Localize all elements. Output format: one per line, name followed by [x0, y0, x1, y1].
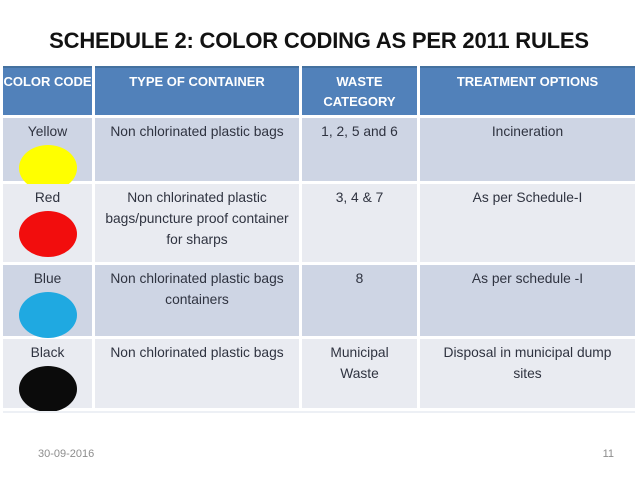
table-cell-treatment: As per schedule -I	[420, 265, 635, 336]
color-name-label: Yellow	[27, 124, 68, 139]
yellow-swatch	[18, 144, 77, 191]
table-row-red-color-cell: Red	[3, 184, 92, 262]
table-cell-container: Non chlorinated plastic bags	[95, 339, 299, 408]
table-cell-container: Non chlorinated plastic bags/puncture pr…	[95, 184, 299, 262]
table-bottom-edge	[3, 411, 635, 413]
red-swatch	[18, 210, 77, 257]
table-cell-container: Non chlorinated plastic bags containers	[95, 265, 299, 336]
column-header-type-of-container: TYPE OF CONTAINER	[95, 66, 299, 115]
table-cell-treatment: As per Schedule-I	[420, 184, 635, 262]
table-cell-waste-category: 1, 2, 5 and 6	[302, 118, 417, 181]
table-row-yellow-color-cell: Yellow	[3, 118, 92, 191]
black-swatch	[18, 365, 77, 412]
table-row-black-color-cell: Black	[3, 339, 92, 412]
column-header-treatment-options: TREATMENT OPTIONS	[420, 66, 635, 115]
column-header-waste-category: WASTE CATEGORY	[302, 66, 417, 115]
table-cell-waste-category: 8	[302, 265, 417, 336]
table-cell-treatment: Disposal in municipal dump sites	[420, 339, 635, 408]
color-name-label: Black	[30, 345, 65, 360]
table-cell-waste-category: Municipal Waste	[302, 339, 417, 408]
table-cell-container: Non chlorinated plastic bags	[95, 118, 299, 181]
slide-title: SCHEDULE 2: COLOR CODING AS PER 2011 RUL…	[49, 28, 589, 53]
table-cell-treatment: Incineration	[420, 118, 635, 181]
color-name-label: Blue	[33, 271, 62, 286]
table-row-blue-color-cell: Blue	[3, 265, 92, 338]
column-header-color-code: COLOR CODE	[3, 66, 92, 115]
blue-swatch	[18, 291, 77, 338]
color-coding-table: COLOR CODE TYPE OF CONTAINER WASTE CATEG…	[3, 66, 635, 412]
slide-number: 11	[602, 448, 614, 460]
color-name-label: Red	[34, 190, 61, 205]
table-cell-waste-category: 3, 4 & 7	[302, 184, 417, 262]
footer-date: 30-09-2016	[38, 448, 95, 460]
